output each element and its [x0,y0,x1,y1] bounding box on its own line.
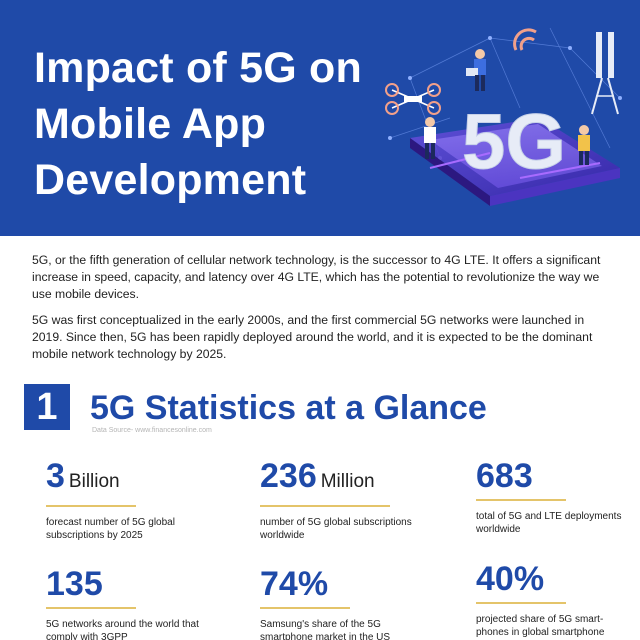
hero-banner: Impact of 5G on Mobile App Development [0,0,640,236]
stat-value: 3 Billion [46,457,120,495]
stat-description: projected share of 5G smart-phones in gl… [476,614,605,638]
stat-description: total of 5G and LTE deployments worldwid… [476,511,622,535]
drone-icon [385,83,441,115]
section-header: 1 5G Statistics at a Glance [24,384,624,432]
person-icon [466,49,486,91]
stat-value: 74% [260,565,329,603]
stat-unit: Million [320,471,375,492]
person-icon [424,117,436,159]
intro-paragraph-1: 5G, or the fifth generation of cellular … [32,253,601,301]
stat-card: 3 Billion forecast number of 5G global su… [46,457,211,542]
stat-divider [476,602,566,604]
stat-card: 40% projected share of 5G smart-phones i… [476,560,640,640]
stat-value: 683 [476,457,533,495]
stat-divider [46,607,136,609]
section-title: 5G Statistics at a Glance [90,389,487,427]
5g-illustration: 5G [385,27,622,206]
stat-description: 5G networks around the world that comply… [46,619,199,640]
5g-logo-text: 5G [462,97,566,185]
stat-card: 74% Samsung's share of the 5G smartphone… [260,565,425,640]
stat-value: 236 Million [260,457,375,495]
page-title: Impact of 5G on Mobile App Development [34,40,414,208]
stat-divider [46,505,136,507]
wifi-icon [513,28,537,51]
stat-divider [476,499,566,501]
title-line-2: Mobile App [34,100,267,148]
stat-description: forecast number of 5G global subscriptio… [46,517,175,541]
cell-tower-icon [591,32,619,115]
stat-card: 236 Million number of 5G global subscript… [260,457,425,542]
stat-description: Samsung's share of the 5G smartphone mar… [260,619,391,640]
intro-paragraph-2: 5G was first conceptualized in the early… [32,313,593,361]
stat-card: 135 5G networks around the world that co… [46,565,211,640]
stat-divider [260,607,350,609]
stat-value: 135 [46,565,103,603]
stat-description: number of 5G global subscriptions worldw… [260,517,412,541]
stat-card: 683 total of 5G and LTE deployments worl… [476,457,640,536]
title-line-1: Impact of 5G on [34,44,362,92]
title-line-3: Development [34,156,307,204]
data-source-note: Data Source- www.financesonline.com [92,427,212,434]
stat-unit: Billion [68,471,120,492]
person-icon [578,125,590,165]
stat-divider [260,505,390,507]
section-number-badge: 1 [24,384,70,430]
stat-value: 40% [476,560,545,598]
